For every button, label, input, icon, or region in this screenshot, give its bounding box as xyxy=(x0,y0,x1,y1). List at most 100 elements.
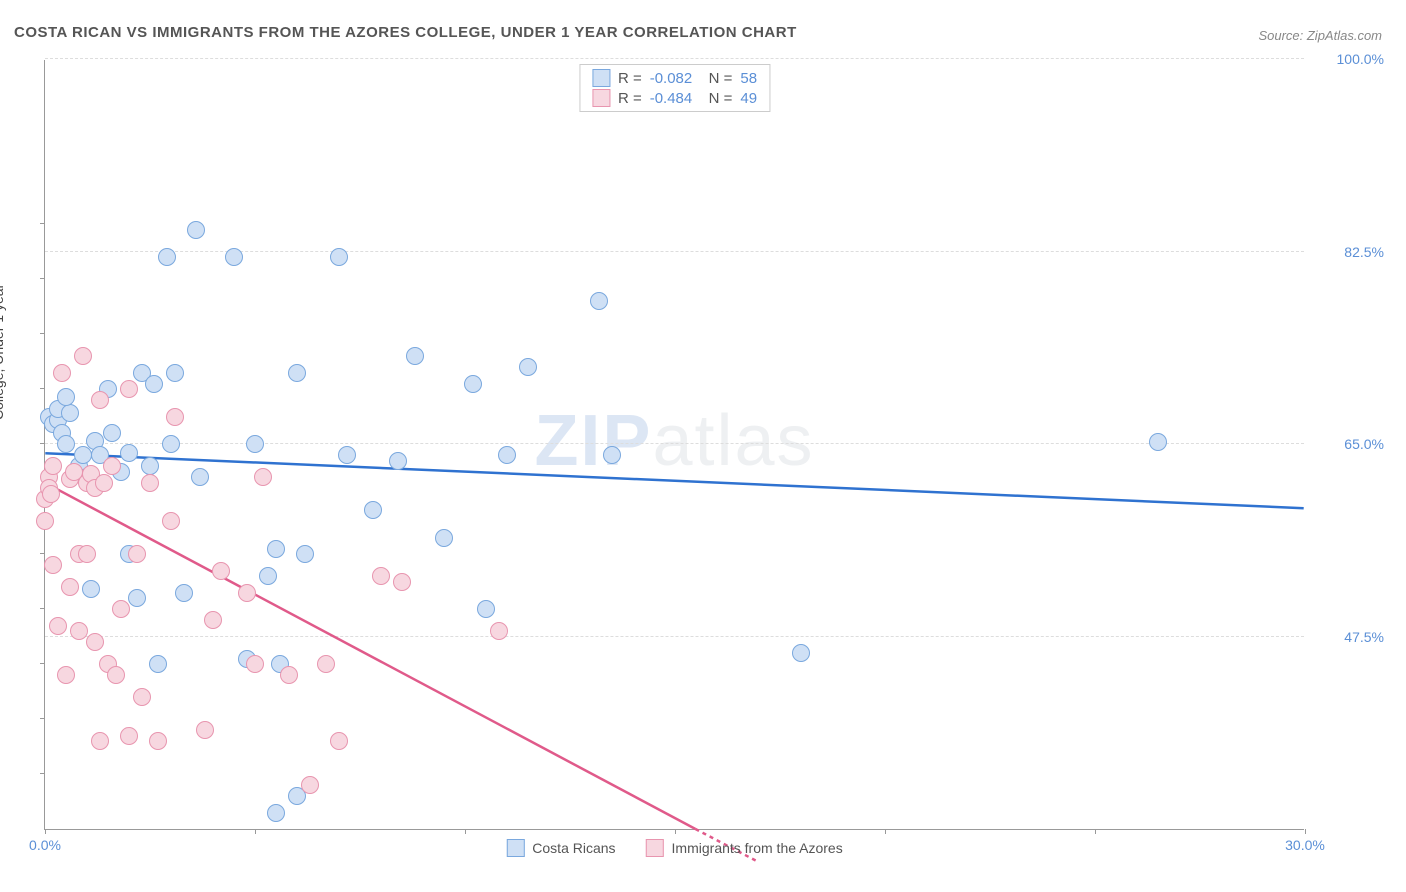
scatter-point xyxy=(91,391,109,409)
trend-lines-svg xyxy=(45,60,1304,829)
scatter-point xyxy=(162,435,180,453)
scatter-point xyxy=(254,468,272,486)
plot-area: ZIPatlas R = -0.082 N = 58R = -0.484 N =… xyxy=(44,60,1304,830)
stat-r-label: R = xyxy=(618,70,642,87)
scatter-point xyxy=(112,600,130,618)
stat-n-label: N = xyxy=(700,70,732,87)
scatter-point xyxy=(158,248,176,266)
stat-r-value: -0.484 xyxy=(650,90,693,107)
scatter-point xyxy=(288,364,306,382)
scatter-point xyxy=(280,666,298,684)
scatter-point xyxy=(196,721,214,739)
scatter-point xyxy=(103,424,121,442)
scatter-point xyxy=(57,388,75,406)
scatter-point xyxy=(435,529,453,547)
stats-row: R = -0.082 N = 58 xyxy=(592,69,757,87)
scatter-point xyxy=(296,545,314,563)
stat-r-value: -0.082 xyxy=(650,70,693,87)
x-tick-mark xyxy=(45,829,46,834)
scatter-point xyxy=(162,512,180,530)
x-tick-label: 0.0% xyxy=(29,837,61,853)
scatter-point xyxy=(36,512,54,530)
scatter-point xyxy=(95,474,113,492)
y-tick-label: 65.0% xyxy=(1314,436,1384,452)
scatter-point xyxy=(120,727,138,745)
scatter-point xyxy=(74,446,92,464)
scatter-point xyxy=(603,446,621,464)
scatter-point xyxy=(74,347,92,365)
x-tick-mark xyxy=(885,829,886,834)
y-axis-label: College, Under 1 year xyxy=(0,284,6,420)
legend-swatch xyxy=(506,839,524,857)
x-tick-mark xyxy=(465,829,466,834)
scatter-point xyxy=(1149,433,1167,451)
stat-n-value: 49 xyxy=(740,90,757,107)
scatter-point xyxy=(212,562,230,580)
scatter-point xyxy=(225,248,243,266)
scatter-point xyxy=(49,617,67,635)
scatter-point xyxy=(120,380,138,398)
trend-line xyxy=(45,483,695,829)
legend-item: Costa Ricans xyxy=(506,839,615,857)
scatter-point xyxy=(133,688,151,706)
scatter-point xyxy=(61,578,79,596)
scatter-point xyxy=(338,446,356,464)
scatter-point xyxy=(166,408,184,426)
scatter-point xyxy=(477,600,495,618)
scatter-point xyxy=(141,474,159,492)
scatter-point xyxy=(128,545,146,563)
scatter-point xyxy=(498,446,516,464)
scatter-point xyxy=(464,375,482,393)
scatter-point xyxy=(187,221,205,239)
scatter-point xyxy=(57,435,75,453)
scatter-point xyxy=(519,358,537,376)
stat-r-label: R = xyxy=(618,90,642,107)
x-tick-mark xyxy=(255,829,256,834)
y-tick-label: 82.5% xyxy=(1314,244,1384,260)
stat-n-label: N = xyxy=(700,90,732,107)
legend-swatch xyxy=(592,89,610,107)
legend-item: Immigrants from the Azores xyxy=(646,839,843,857)
scatter-point xyxy=(301,776,319,794)
scatter-point xyxy=(78,545,96,563)
x-tick-mark xyxy=(1305,829,1306,834)
scatter-point xyxy=(267,540,285,558)
scatter-point xyxy=(166,364,184,382)
scatter-point xyxy=(330,732,348,750)
scatter-point xyxy=(57,666,75,684)
scatter-point xyxy=(393,573,411,591)
legend-swatch xyxy=(646,839,664,857)
scatter-point xyxy=(267,804,285,822)
scatter-point xyxy=(82,580,100,598)
scatter-point xyxy=(238,584,256,602)
scatter-point xyxy=(389,452,407,470)
trend-line xyxy=(45,453,1303,508)
scatter-point xyxy=(145,375,163,393)
scatter-point xyxy=(149,732,167,750)
scatter-point xyxy=(128,589,146,607)
scatter-point xyxy=(120,444,138,462)
scatter-point xyxy=(175,584,193,602)
stats-legend-box: R = -0.082 N = 58R = -0.484 N = 49 xyxy=(579,64,770,112)
x-tick-mark xyxy=(675,829,676,834)
legend-swatch xyxy=(592,69,610,87)
y-tick-label: 47.5% xyxy=(1314,629,1384,645)
y-tick-label: 100.0% xyxy=(1314,51,1384,67)
scatter-point xyxy=(44,556,62,574)
scatter-point xyxy=(107,666,125,684)
scatter-point xyxy=(191,468,209,486)
scatter-point xyxy=(53,364,71,382)
scatter-point xyxy=(141,457,159,475)
scatter-point xyxy=(490,622,508,640)
legend-label: Costa Ricans xyxy=(532,840,615,856)
scatter-point xyxy=(590,292,608,310)
scatter-point xyxy=(91,732,109,750)
scatter-point xyxy=(70,622,88,640)
grid-line-h xyxy=(45,58,1304,59)
x-tick-label: 30.0% xyxy=(1285,837,1325,853)
bottom-legend: Costa Ricans Immigrants from the Azores xyxy=(506,839,842,857)
stat-n-value: 58 xyxy=(740,70,757,87)
scatter-point xyxy=(86,633,104,651)
stats-row: R = -0.484 N = 49 xyxy=(592,89,757,107)
scatter-point xyxy=(246,655,264,673)
